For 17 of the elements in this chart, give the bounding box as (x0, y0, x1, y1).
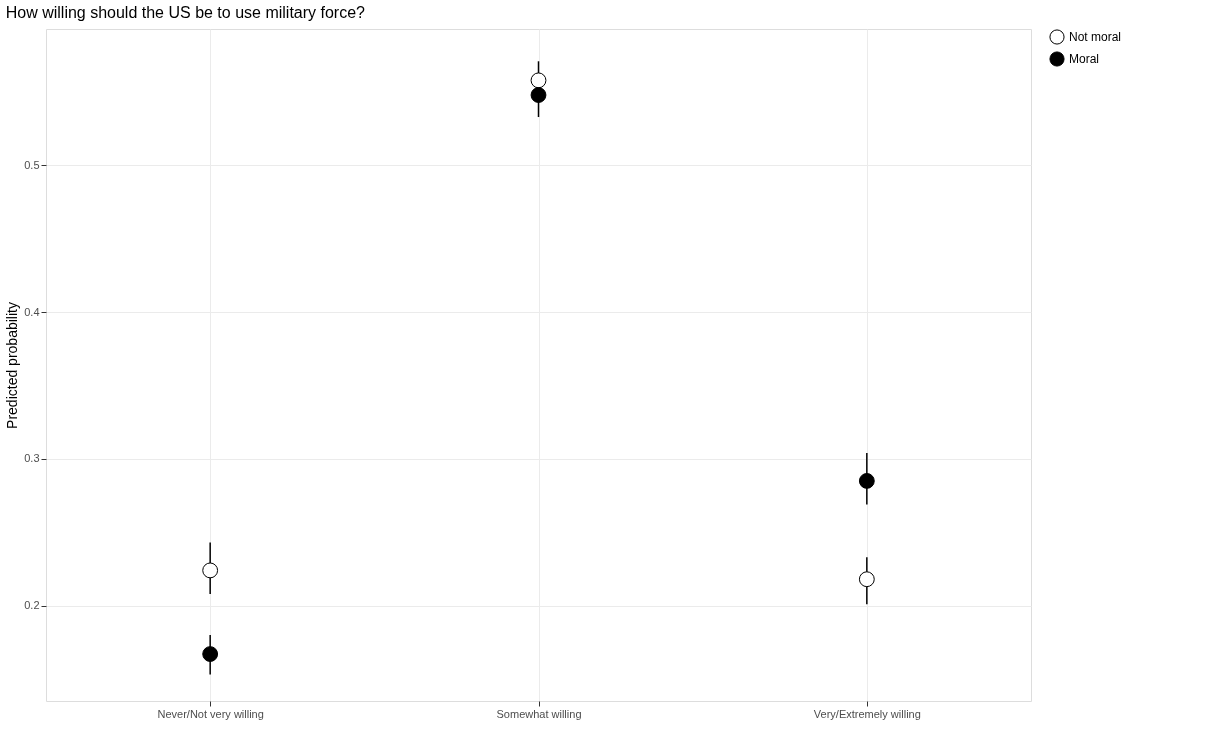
point (858, 571, 875, 588)
point (202, 562, 219, 579)
x-tick-label: Very/Extremely willing (813, 707, 921, 720)
point (530, 87, 547, 103)
y-tick-label: 0.3 (24, 452, 40, 465)
legend-label: Not moral (1069, 30, 1122, 44)
point (858, 473, 875, 489)
x-tick-label: Never/Not very willing (157, 707, 264, 720)
y-tick-label: 0.2 (24, 599, 40, 612)
point (202, 646, 219, 662)
y-axis-title: Predicted probability (4, 302, 21, 429)
y-tick-label: 0.4 (24, 305, 40, 318)
chart-title: How willing should the US be to use military force? (5, 4, 366, 21)
point (530, 72, 547, 89)
y-tick-label: 0.5 (24, 158, 40, 171)
legend-label: Moral (1069, 52, 1100, 66)
x-tick-label: Somewhat willing (496, 707, 582, 720)
